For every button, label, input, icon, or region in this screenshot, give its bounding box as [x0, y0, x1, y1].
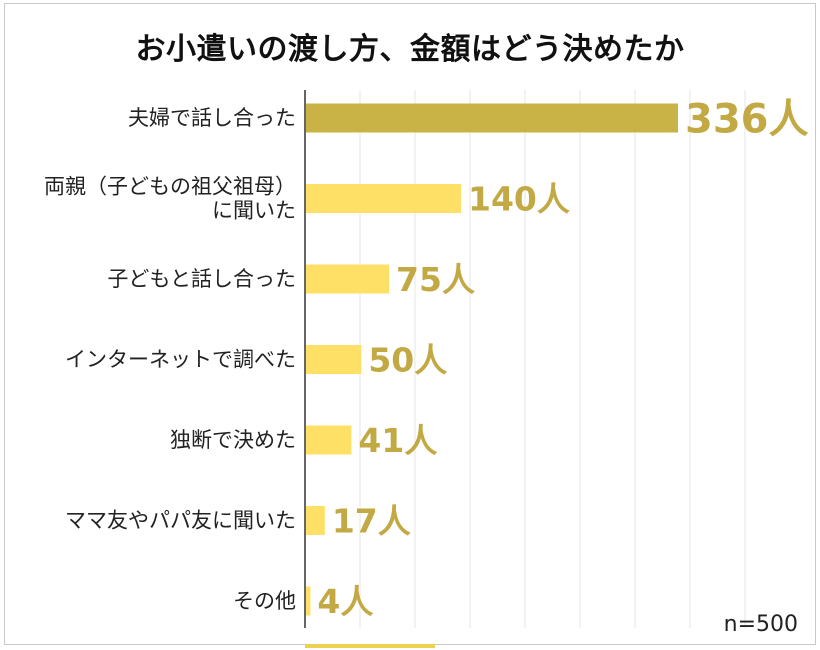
value-label-5: 41人 [358, 421, 437, 460]
chart-title: お小遣いの渡し方、金額はどう決めたか [135, 32, 685, 67]
bar-5 [306, 425, 352, 455]
bottom-accent [305, 644, 435, 648]
category-label-2-line-2: に聞いた [212, 199, 296, 223]
value-label-6: 17人 [332, 501, 411, 540]
category-label-1: 夫婦で話し合った [128, 106, 296, 130]
category-label-5: 独断で決めた [170, 428, 296, 452]
bar-7 [306, 586, 311, 616]
value-label-2: 140人 [468, 179, 570, 218]
category-label-4: インターネットで調べた [65, 348, 296, 372]
bar-3 [306, 264, 390, 294]
category-label-3: 子どもと話し合った [107, 267, 296, 291]
bar-2 [306, 184, 461, 213]
value-label-4: 50人 [368, 340, 447, 379]
bar-6 [306, 506, 325, 535]
value-label-1: 336人 [685, 96, 809, 142]
category-label-7: その他 [233, 589, 296, 613]
bar-4 [306, 345, 362, 374]
value-label-3: 75人 [396, 260, 475, 299]
bar-1 [306, 103, 678, 133]
value-label-7: 4人 [317, 582, 373, 621]
category-label-2-line-1: 両親（子どもの祖父祖母） [44, 175, 296, 199]
category-label-6: ママ友やパパ友に聞いた [65, 509, 296, 533]
sample-size-note: n=500 [723, 612, 798, 637]
